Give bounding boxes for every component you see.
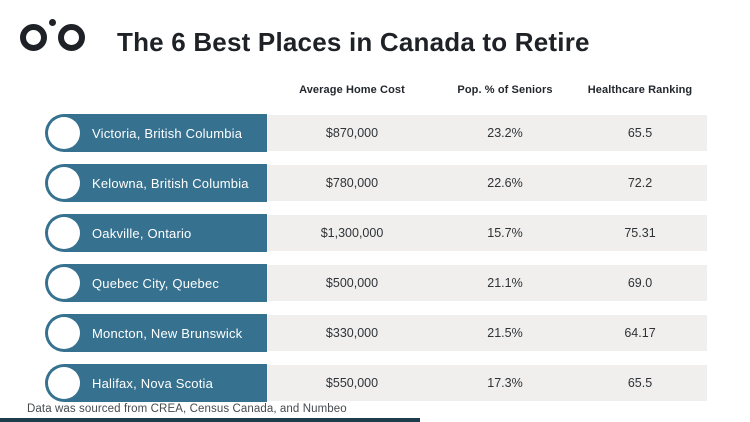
city-label: Kelowna, British Columbia: [92, 175, 249, 191]
bullet-circle-icon: [48, 317, 80, 349]
table-row: Halifax, Nova Scotia $550,000 17.3% 65.5: [45, 364, 707, 402]
row-values-band: $780,000 22.6% 72.2: [267, 165, 707, 201]
bullet-circle-icon: [48, 267, 80, 299]
row-values-band: $500,000 21.1% 69.0: [267, 265, 707, 301]
home-cost-value: $870,000: [325, 126, 379, 140]
column-header-healthcare: Healthcare Ranking: [587, 84, 693, 96]
table-row: Oakville, Ontario $1,300,000 15.7% 75.31: [45, 214, 707, 252]
city-label: Quebec City, Quebec: [92, 275, 220, 291]
home-cost-value: $1,300,000: [320, 226, 384, 240]
city-pill: Moncton, New Brunswick: [45, 314, 267, 352]
home-cost-value: $550,000: [325, 376, 379, 390]
page-title: The 6 Best Places in Canada to Retire: [117, 27, 590, 57]
brand-logo: [20, 19, 92, 53]
city-label: Moncton, New Brunswick: [92, 325, 243, 341]
table-row: Victoria, British Columbia $870,000 23.2…: [45, 114, 707, 152]
healthcare-ranking-value: 65.5: [627, 376, 653, 390]
bullet-circle-icon: [48, 117, 80, 149]
bullet-circle-icon: [48, 167, 80, 199]
city-pill: Halifax, Nova Scotia: [45, 364, 267, 402]
healthcare-ranking-value: 75.31: [624, 226, 656, 240]
seniors-pct-value: 15.7%: [487, 226, 523, 240]
bottom-accent-bar: [0, 418, 420, 422]
healthcare-ranking-value: 69.0: [627, 276, 653, 290]
city-label: Victoria, British Columbia: [92, 125, 243, 141]
city-label: Oakville, Ontario: [92, 225, 192, 241]
source-note: Data was sourced from CREA, Census Canad…: [27, 403, 347, 415]
city-pill: Oakville, Ontario: [45, 214, 267, 252]
column-header-seniors-pct: Pop. % of Seniors: [457, 84, 553, 96]
home-cost-value: $780,000: [325, 176, 379, 190]
healthcare-ranking-value: 72.2: [627, 176, 653, 190]
seniors-pct-value: 22.6%: [487, 176, 523, 190]
bullet-circle-icon: [48, 367, 80, 399]
home-cost-value: $330,000: [325, 326, 379, 340]
bullet-circle-icon: [48, 217, 80, 249]
logo-circle-left-icon: [20, 24, 47, 51]
logo-circle-right-icon: [58, 24, 85, 51]
city-pill: Kelowna, British Columbia: [45, 164, 267, 202]
row-values-band: $330,000 21.5% 64.17: [267, 315, 707, 351]
table-column-headers: Average Home Cost Pop. % of Seniors Heal…: [267, 84, 707, 96]
table-row: Kelowna, British Columbia $780,000 22.6%…: [45, 164, 707, 202]
seniors-pct-value: 21.1%: [487, 276, 523, 290]
home-cost-value: $500,000: [325, 276, 379, 290]
row-values-band: $870,000 23.2% 65.5: [267, 115, 707, 151]
seniors-pct-value: 17.3%: [487, 376, 523, 390]
table-row: Moncton, New Brunswick $330,000 21.5% 64…: [45, 314, 707, 352]
seniors-pct-value: 23.2%: [487, 126, 523, 140]
row-values-band: $550,000 17.3% 65.5: [267, 365, 707, 401]
city-label: Halifax, Nova Scotia: [92, 375, 214, 391]
table-row: Quebec City, Quebec $500,000 21.1% 69.0: [45, 264, 707, 302]
seniors-pct-value: 21.5%: [487, 326, 523, 340]
city-pill: Victoria, British Columbia: [45, 114, 267, 152]
healthcare-ranking-value: 65.5: [627, 126, 653, 140]
healthcare-ranking-value: 64.17: [624, 326, 656, 340]
city-pill: Quebec City, Quebec: [45, 264, 267, 302]
row-values-band: $1,300,000 15.7% 75.31: [267, 215, 707, 251]
logo-dot-icon: [49, 19, 56, 26]
column-header-home-cost: Average Home Cost: [299, 84, 405, 96]
